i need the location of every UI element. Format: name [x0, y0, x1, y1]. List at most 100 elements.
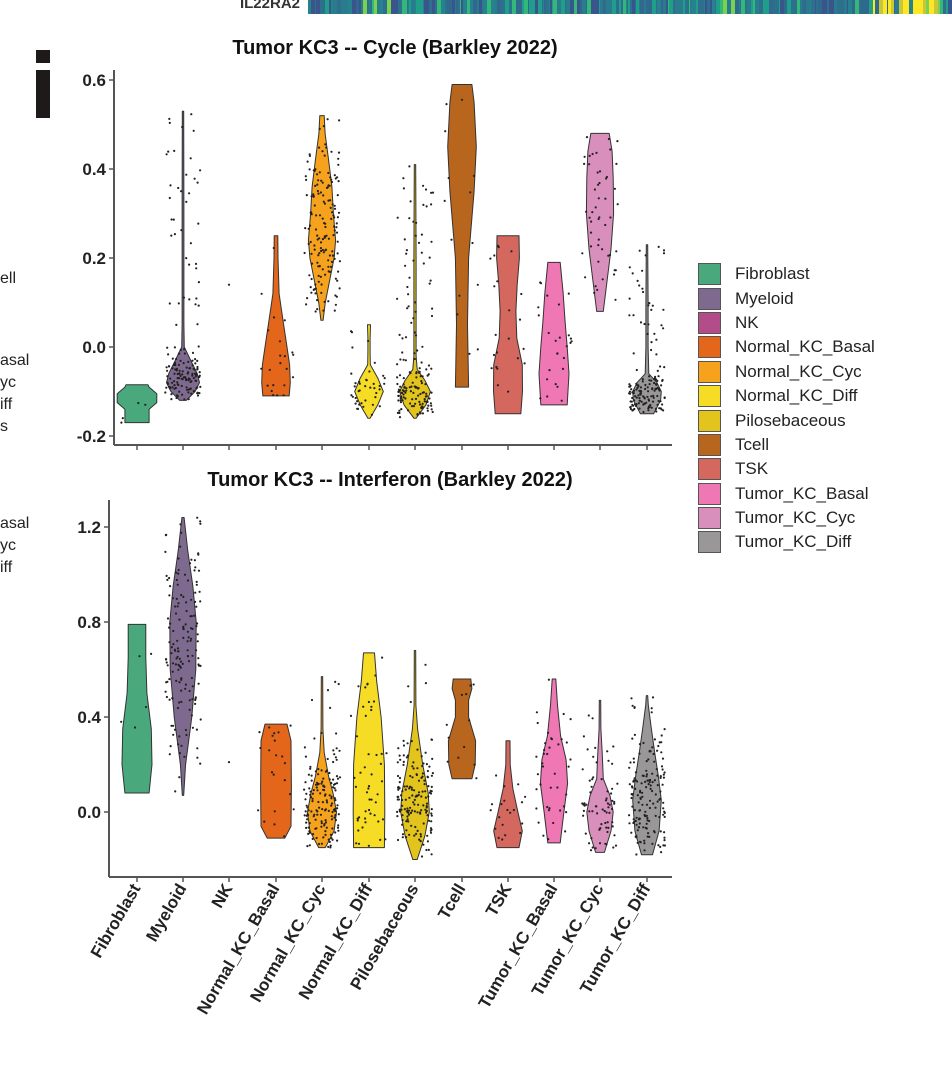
data-point	[408, 217, 411, 220]
heatmap-cell	[403, 0, 407, 14]
heatmap-cell	[361, 0, 363, 14]
data-point	[320, 769, 323, 772]
data-point	[337, 157, 340, 160]
violin-normal-kc-cyc	[307, 676, 337, 849]
heatmap-cell	[618, 0, 619, 14]
data-point	[559, 809, 562, 812]
heatmap-cell	[497, 0, 501, 14]
data-point	[334, 680, 337, 684]
data-point	[172, 733, 175, 736]
data-point	[401, 804, 404, 807]
data-point	[150, 652, 153, 656]
data-point	[428, 397, 431, 400]
data-point	[289, 793, 292, 796]
data-point	[637, 801, 640, 804]
data-point	[430, 814, 433, 817]
data-point	[182, 595, 185, 599]
data-point	[645, 786, 648, 789]
data-point	[169, 585, 172, 588]
data-point	[180, 689, 183, 692]
data-point	[178, 681, 181, 684]
data-point	[655, 387, 658, 390]
data-point	[195, 374, 198, 377]
data-point	[324, 143, 327, 146]
data-point	[492, 353, 496, 357]
data-point	[430, 367, 433, 370]
data-point	[171, 662, 175, 665]
data-point	[414, 334, 418, 337]
heatmap-cell	[542, 0, 543, 14]
heatmap-cell	[369, 0, 370, 14]
data-point	[643, 842, 646, 845]
data-point	[600, 823, 603, 826]
data-point	[429, 792, 433, 795]
data-point	[649, 787, 652, 791]
data-point	[420, 776, 423, 780]
data-point	[662, 844, 665, 847]
data-point	[654, 375, 657, 378]
heatmap-cell	[387, 0, 391, 14]
data-point	[588, 163, 591, 166]
data-point	[175, 369, 178, 372]
data-point	[177, 302, 180, 305]
data-point	[489, 257, 492, 260]
data-point	[329, 706, 332, 710]
data-point	[330, 178, 333, 181]
data-point	[658, 407, 661, 410]
data-point	[416, 767, 419, 770]
data-point	[406, 818, 409, 821]
data-point	[306, 818, 309, 821]
data-point	[662, 773, 665, 776]
data-point	[197, 657, 200, 660]
data-point	[430, 203, 433, 206]
data-point	[651, 842, 654, 846]
chart-title-cycle: Tumor KC3 -- Cycle (Barkley 2022)	[232, 37, 557, 59]
data-point	[416, 811, 419, 814]
data-point	[306, 160, 309, 163]
data-point	[418, 838, 421, 841]
violin-tumor-kc-diff	[632, 244, 662, 415]
data-point	[191, 374, 194, 377]
data-point	[635, 388, 638, 391]
data-point	[374, 396, 377, 399]
data-point	[370, 708, 373, 712]
data-point	[328, 254, 331, 257]
data-point	[409, 700, 412, 704]
data-point	[172, 218, 175, 221]
data-point	[639, 386, 643, 389]
heatmap-cell	[934, 0, 938, 14]
data-point	[398, 810, 401, 813]
data-point	[187, 636, 190, 639]
data-point	[188, 689, 191, 693]
data-point	[330, 180, 334, 184]
data-point	[431, 772, 434, 775]
data-point	[426, 409, 429, 412]
heatmap-cell	[522, 0, 524, 14]
data-point	[350, 394, 353, 397]
data-point	[330, 150, 333, 153]
data-point	[648, 819, 651, 823]
data-point	[650, 379, 653, 382]
data-point	[408, 833, 411, 836]
data-point	[197, 552, 200, 555]
data-point	[309, 286, 312, 289]
heatmap-cell	[343, 0, 347, 14]
data-point	[329, 844, 332, 847]
data-point	[396, 297, 399, 300]
data-point	[168, 626, 171, 629]
heatmap-cell	[348, 0, 352, 14]
data-point	[496, 367, 499, 370]
data-point	[645, 803, 649, 806]
data-point	[165, 574, 168, 578]
heatmap-cell	[823, 0, 827, 14]
data-point	[191, 359, 194, 362]
data-point	[166, 375, 169, 378]
data-point	[180, 377, 183, 380]
heatmap-cell	[470, 0, 473, 14]
heatmap-cell	[663, 0, 666, 14]
violin-plot-cycle: -0.20.00.20.40.6	[77, 70, 672, 450]
data-point	[315, 786, 318, 789]
data-point	[424, 751, 427, 754]
data-point	[424, 383, 427, 386]
heatmap-cell	[452, 0, 455, 14]
